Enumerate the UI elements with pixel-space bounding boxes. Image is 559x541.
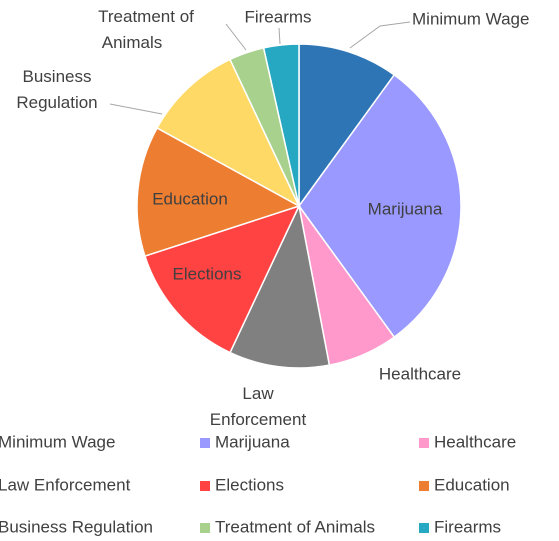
leader-line xyxy=(349,21,411,49)
legend-swatch xyxy=(419,438,429,448)
leader-line xyxy=(225,23,247,51)
legend-label: Treatment of Animals xyxy=(215,517,375,536)
legend-label: Minimum Wage xyxy=(0,432,115,451)
slice-label: Treatment of Animals xyxy=(98,7,194,52)
slice-label: Healthcare xyxy=(379,364,461,383)
legend-swatch xyxy=(200,523,210,533)
pie-slice xyxy=(262,43,300,207)
pie-slice xyxy=(156,58,301,208)
slice-label: Law Enforcement xyxy=(210,384,307,429)
slice-label: Minimum Wage xyxy=(412,9,529,28)
slice-label: Elections xyxy=(173,264,242,283)
pie-slice xyxy=(136,126,301,258)
leader-line xyxy=(109,103,163,115)
pie-slice xyxy=(143,204,301,354)
legend-swatch xyxy=(200,438,210,448)
slice-label: Education xyxy=(152,189,228,208)
legend-label: Elections xyxy=(215,475,284,494)
legend-swatch xyxy=(419,481,429,491)
pie-slice xyxy=(298,43,396,209)
legend-label: Marijuana xyxy=(215,432,290,451)
slice-label: Marijuana xyxy=(368,199,443,218)
leader-line xyxy=(278,27,281,45)
legend-label: Healthcare xyxy=(434,432,516,451)
pie-slice xyxy=(298,73,462,339)
legend-label: Education xyxy=(434,475,510,494)
legend-label: Firearms xyxy=(434,517,501,536)
legend-label: Law Enforcement xyxy=(0,475,131,494)
legend-swatch xyxy=(200,481,210,491)
legend-label: Business Regulation xyxy=(0,517,153,536)
slice-label: Business Regulation xyxy=(16,67,97,112)
legend-swatch xyxy=(419,523,429,533)
slice-label: Firearms xyxy=(244,7,311,26)
pie-slice xyxy=(229,203,331,369)
